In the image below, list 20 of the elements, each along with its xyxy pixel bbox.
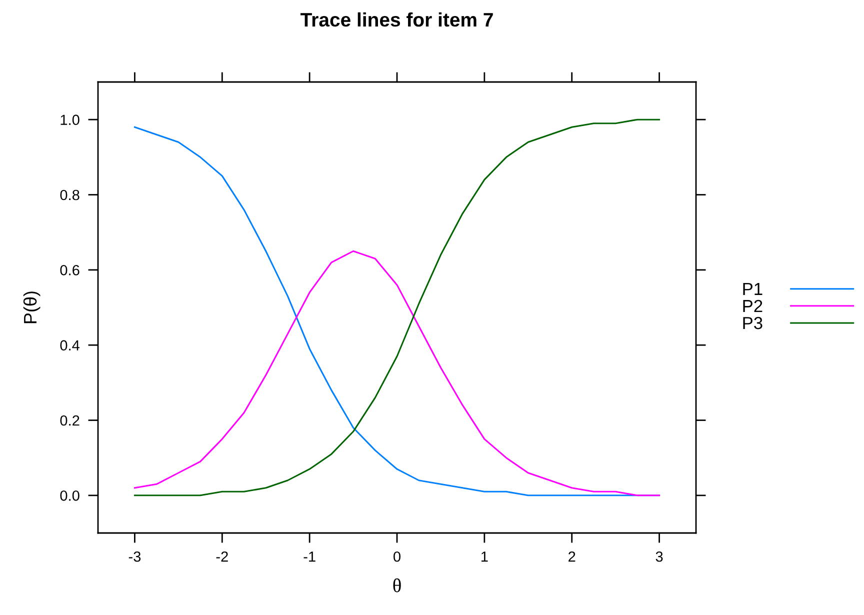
line-series	[134, 250, 660, 496]
y-axis-title: P(θ)	[23, 292, 40, 324]
x-tick-label: 1	[481, 552, 488, 562]
x-tick-label: 0	[394, 551, 400, 562]
legend-label: P3	[743, 316, 762, 330]
y-tick-label: 0.8	[60, 190, 80, 200]
y-tick-label: 0.2	[60, 415, 80, 426]
x-tick-label: -1	[304, 552, 316, 562]
x-tick-label: 3	[656, 551, 663, 562]
x-tick-label: -2	[216, 551, 228, 562]
y-tick-label: 0.6	[60, 265, 80, 276]
chart-title: Trace lines for item 7	[300, 12, 493, 27]
x-tick-label: -3	[128, 551, 141, 562]
legend-label: P2	[743, 300, 762, 312]
legend-label: P1	[743, 282, 762, 295]
y-tick-label: 0.4	[60, 340, 80, 351]
x-tick-label: 2	[568, 551, 576, 562]
y-tick-label: 1.0	[60, 114, 80, 126]
y-tick-label: 0.0	[60, 490, 80, 501]
x-axis-title: θ	[393, 578, 401, 592]
